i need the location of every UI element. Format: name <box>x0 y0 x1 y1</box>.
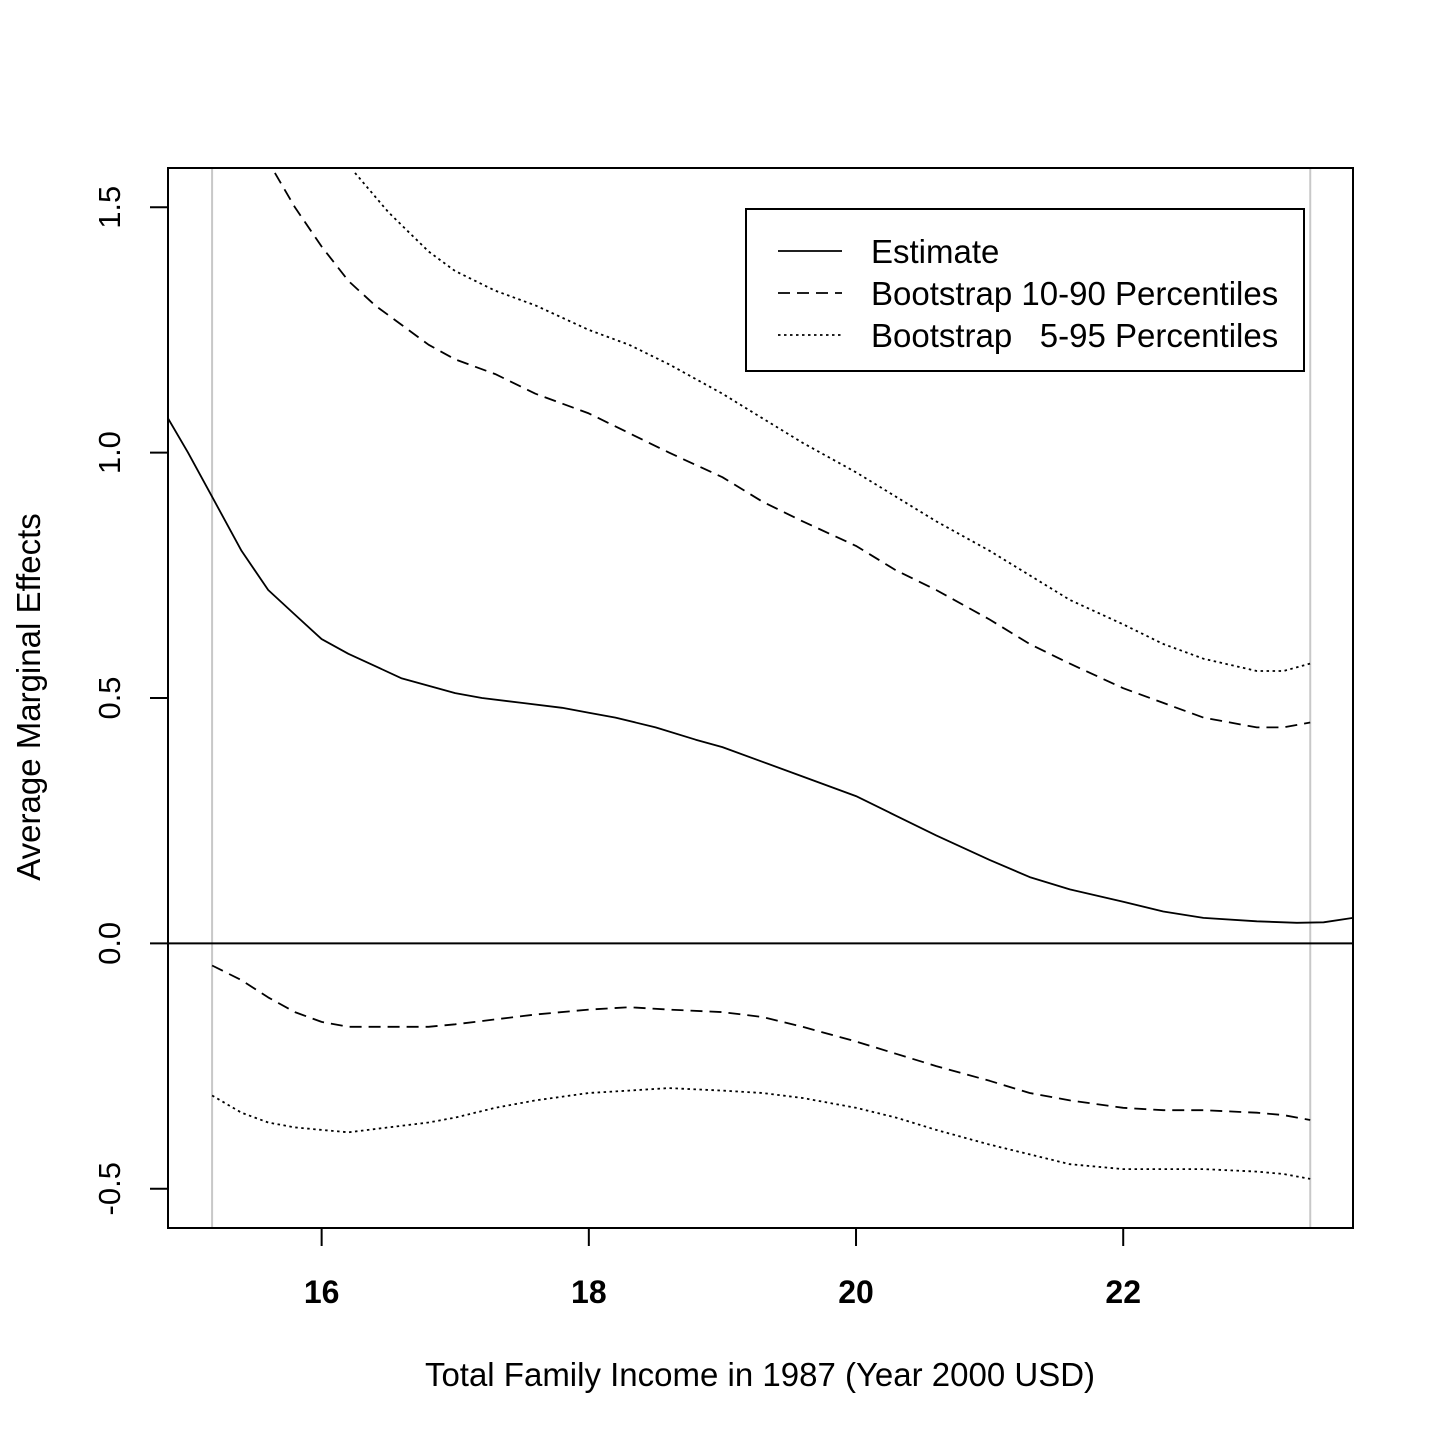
y-axis: -0.5 0.0 0.5 1.0 1.5 <box>92 186 168 1215</box>
x-tick-label: 16 <box>304 1274 340 1310</box>
y-tick-label: 0.5 <box>92 676 127 719</box>
y-tick-label: 1.5 <box>92 186 127 229</box>
series-line-4 <box>211 964 1311 1121</box>
series-layer <box>168 172 1353 1180</box>
legend-label: Bootstrap 10-90 Percentiles <box>871 275 1278 312</box>
x-axis: 16 18 20 22 <box>304 1228 1141 1310</box>
x-tick-label: 22 <box>1105 1274 1141 1310</box>
series-line-5 <box>211 1087 1311 1180</box>
y-tick-label: 0.0 <box>92 922 127 965</box>
x-tick-label: 18 <box>571 1274 607 1310</box>
y-axis-title: Average Marginal Effects <box>10 513 47 880</box>
series-line-2 <box>274 172 1311 729</box>
y-tick-label: -0.5 <box>92 1162 127 1215</box>
series-line-3 <box>354 172 1311 672</box>
reference-lines <box>168 168 1353 1228</box>
legend-label: Estimate <box>871 233 999 270</box>
y-tick-label: 1.0 <box>92 431 127 474</box>
legend-label: Bootstrap 5-95 Percentiles <box>871 317 1278 354</box>
legend: Estimate Bootstrap 10-90 Percentiles Boots… <box>745 208 1305 372</box>
x-axis-title: Total Family Income in 1987 (Year 2000 U… <box>425 1356 1095 1393</box>
series-line-1 <box>168 417 1353 924</box>
x-tick-label: 20 <box>838 1274 874 1310</box>
legend-box <box>745 208 1305 372</box>
